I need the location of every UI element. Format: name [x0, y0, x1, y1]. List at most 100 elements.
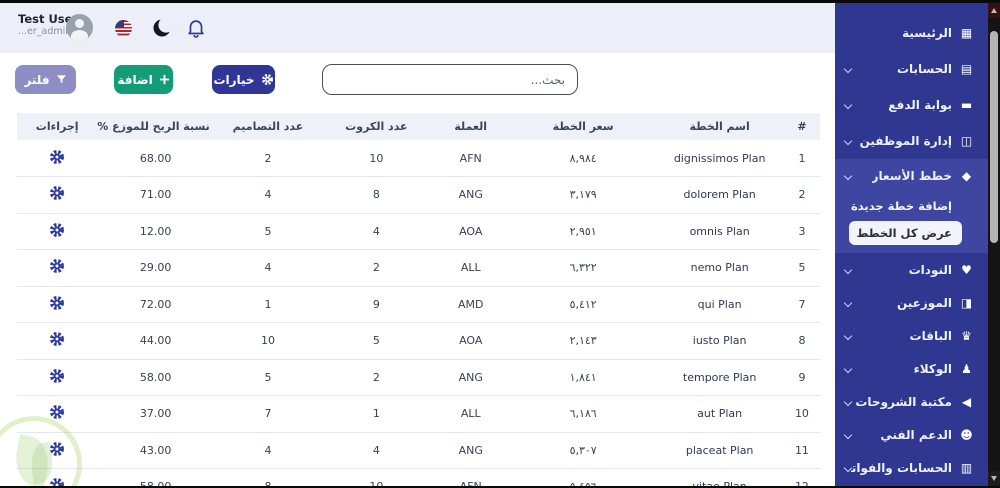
plan-currency: ALL	[431, 396, 511, 433]
profit-percent: 12.00	[97, 213, 213, 250]
row-actions	[17, 469, 97, 487]
row-number: 5	[784, 250, 820, 287]
sidebar-item[interactable]: ☻ الدعم الفني	[835, 418, 988, 451]
credit-card-icon: ▬	[959, 98, 974, 112]
nodes-icon: ♥	[959, 263, 974, 277]
designs-count: 1	[214, 286, 322, 323]
settings-gear-icon[interactable]	[49, 331, 65, 347]
plan-currency: AMD	[431, 286, 511, 323]
settings-gear-icon[interactable]	[49, 149, 65, 165]
row-actions	[17, 359, 97, 396]
profit-percent: 58.00	[97, 469, 213, 487]
profit-percent: 71.00	[97, 177, 213, 214]
options-button[interactable]: خيارات	[212, 65, 275, 94]
scrollbar-down-button[interactable]	[988, 471, 1000, 486]
sidebar-navigation: ▦ الرئيسية ▤ الحسابات ▬ بوابة الدفع	[835, 3, 988, 486]
row-actions	[17, 323, 97, 360]
distributors-icon: ◨	[959, 296, 974, 310]
settings-gear-icon[interactable]	[49, 404, 65, 420]
settings-gear-icon[interactable]	[49, 477, 65, 486]
filter-button[interactable]: فلتر	[15, 65, 76, 94]
sidebar-item[interactable]: ▥ الحسابات والفواتير	[835, 451, 988, 484]
plan-currency: ALL	[431, 250, 511, 287]
cards-count: 4	[322, 432, 430, 469]
notifications-bell-icon[interactable]	[185, 16, 207, 40]
sidebar-item[interactable]: ◫ إدارة الموظفين	[835, 123, 988, 159]
cards-count: 1	[322, 396, 430, 433]
row-number: 3	[784, 213, 820, 250]
profit-percent: 72.00	[97, 286, 213, 323]
filter-button-label: فلتر	[24, 73, 49, 87]
settings-gear-icon[interactable]	[49, 441, 65, 457]
chevron-down-icon	[844, 101, 852, 109]
sidebar-item-label: الباقات	[910, 329, 952, 343]
designs-count: 8	[214, 469, 322, 487]
add-button[interactable]: اضافة	[114, 65, 173, 94]
dashboard-icon: ▦	[959, 26, 974, 40]
sidebar-item[interactable]: ♛ الباقات	[835, 319, 988, 352]
plan-name: omnis Plan	[655, 213, 783, 250]
page-scrollbar[interactable]	[988, 3, 1000, 486]
table-row: 5 nemo Plan ٦,٣٢٢ ALL 2 4 29.00	[17, 250, 820, 287]
app-window: Test User ...er_admin	[0, 0, 1000, 488]
user-info[interactable]: Test User ...er_admin	[18, 12, 62, 37]
profit-percent: 29.00	[97, 250, 213, 287]
sidebar-item-label: النودات	[909, 263, 952, 277]
sidebar-item-label: الرئيسية	[902, 26, 952, 40]
designs-count: 5	[214, 359, 322, 396]
column-header-designs-count: عدد التصاميم	[214, 113, 322, 140]
settings-gear-icon[interactable]	[49, 222, 65, 238]
row-number: 8	[784, 323, 820, 360]
chevron-down-icon	[844, 172, 852, 180]
tag-icon: ◆	[959, 169, 974, 183]
plan-price: ٥,٤١٢	[511, 286, 656, 323]
dark-mode-moon-icon[interactable]	[150, 16, 174, 40]
plan-currency: AFN	[431, 140, 511, 177]
settings-gear-icon[interactable]	[49, 258, 65, 274]
sidebar-item[interactable]: ◨ الموزعين	[835, 286, 988, 319]
sidebar-item[interactable]: ♟ الوكلاء	[835, 352, 988, 385]
settings-gear-icon[interactable]	[49, 185, 65, 201]
billing-icon: ▥	[959, 461, 974, 475]
cards-count: 9	[322, 286, 430, 323]
top-header-bar: Test User ...er_admin	[0, 3, 835, 53]
designs-count: 4	[214, 177, 322, 214]
sidebar-item[interactable]: ▤ الحسابات	[835, 51, 988, 87]
designs-count: 2	[214, 140, 322, 177]
cards-count: 5	[322, 323, 430, 360]
plan-currency: AOA	[431, 213, 511, 250]
designs-count: 5	[214, 213, 322, 250]
sidebar-item[interactable]: ♥ النودات	[835, 253, 988, 286]
sidebar-subitem-view-all-plans[interactable]: عرض كل الخطط	[849, 221, 962, 245]
language-us-flag-icon[interactable]	[115, 20, 132, 37]
table-row: 1 dignissimos Plan ٨,٩٨٤ AFN 10 2 68.00	[17, 140, 820, 177]
row-number: 2	[784, 177, 820, 214]
sidebar-subitem-add-new-plan[interactable]: إضافة خطة جديدة	[835, 193, 988, 219]
search-input[interactable]	[322, 64, 578, 95]
column-header-plan-price: سعر الخطة	[511, 113, 656, 140]
funnel-icon	[56, 74, 67, 85]
column-header-cards-count: عدد الكروت	[322, 113, 430, 140]
scrollbar-thumb[interactable]	[990, 31, 998, 243]
avatar[interactable]	[66, 14, 93, 41]
add-button-label: اضافة	[117, 73, 152, 87]
sidebar-item-label: الحسابات	[897, 62, 952, 76]
sidebar-item-pricing-plans[interactable]: ◆ خطط الأسعار	[835, 159, 988, 193]
sidebar-item[interactable]: ▬ بوابة الدفع	[835, 87, 988, 123]
plan-price: ٥,٤٥٦	[511, 469, 656, 487]
settings-gear-icon[interactable]	[49, 368, 65, 384]
sidebar-item-label: بوابة الدفع	[888, 98, 952, 112]
options-button-label: خيارات	[213, 73, 254, 87]
flag-canton	[115, 20, 124, 28]
profit-percent: 58.00	[97, 359, 213, 396]
sidebar-item[interactable]: ◀ مكتبة الشروحات	[835, 385, 988, 418]
settings-gear-icon[interactable]	[49, 295, 65, 311]
row-actions	[17, 286, 97, 323]
scrollbar-up-button[interactable]	[988, 3, 1000, 18]
designs-count: 4	[214, 432, 322, 469]
chevron-down-icon	[844, 265, 852, 273]
sidebar-item[interactable]: ▦ الرئيسية	[835, 15, 988, 51]
row-actions	[17, 177, 97, 214]
profit-percent: 43.00	[97, 432, 213, 469]
avatar-torso	[71, 30, 88, 41]
